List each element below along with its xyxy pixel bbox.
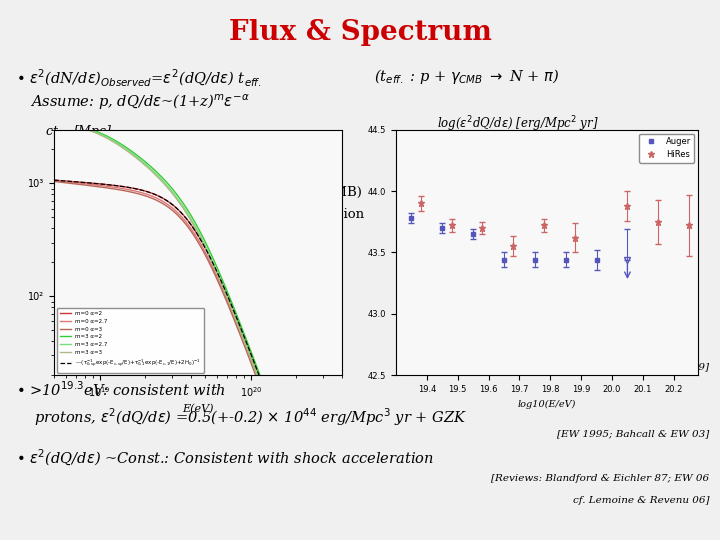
m=3 α=3 — [64, 123, 73, 129]
m=0 α=2 — [314, 530, 323, 537]
---(τ$_{0,sp}^{-1}$exp(-E$_{c,sp}$/E)+τ$_{0,1}^{-1}$exp(-E$_{c,1}$/E)+2H$_0$)$^{-1}$ — [64, 178, 73, 185]
m=3 α=3 — [264, 403, 273, 410]
Text: Flux & Spectrum: Flux & Spectrum — [228, 19, 492, 46]
X-axis label: E(eV): E(eV) — [182, 404, 214, 415]
Text: • $\varepsilon^2$(dN/d$\varepsilon$)$_{Observed}$=$\varepsilon^2$(dQ/d$\varepsil: • $\varepsilon^2$(dN/d$\varepsilon$)$_{O… — [16, 68, 261, 89]
Text: • >10$^{19.3}$eV: consistent with: • >10$^{19.3}$eV: consistent with — [16, 381, 226, 400]
m=3 α=3 — [315, 539, 323, 540]
Text: [Reviews: Blandford & Eichler 87; EW 06: [Reviews: Blandford & Eichler 87; EW 06 — [491, 474, 709, 483]
---(τ$_{0,sp}^{-1}$exp(-E$_{c,sp}$/E)+τ$_{0,1}^{-1}$exp(-E$_{c,1}$/E)+2H$_0$)$^{-1}$ — [182, 215, 191, 222]
m=3 α=2 — [315, 529, 323, 535]
m=0 α=2.7 — [175, 211, 184, 218]
Line: m=0 α=2: m=0 α=2 — [54, 180, 327, 540]
m=0 α=3 — [64, 180, 73, 186]
Text: (t$_{eff.}$ : p + $\gamma_{CMB}$ $\rightarrow$ N + $\pi$): (t$_{eff.}$ : p + $\gamma_{CMB}$ $\right… — [374, 68, 560, 86]
m=3 α=2 — [182, 205, 191, 212]
m=3 α=2.7 — [50, 122, 58, 128]
m=0 α=2 — [264, 397, 273, 404]
Text: ct$_{eff}$ [Mpc]: ct$_{eff}$ [Mpc] — [45, 123, 112, 139]
---(τ$_{0,sp}^{-1}$exp(-E$_{c,sp}$/E)+τ$_{0,1}^{-1}$exp(-E$_{c,1}$/E)+2H$_0$)$^{-1}$ — [315, 531, 323, 537]
Text: • $\varepsilon^2$(dQ/d$\varepsilon$) ~Const.: Consistent with shock acceleration: • $\varepsilon^2$(dQ/d$\varepsilon$) ~Co… — [16, 447, 434, 468]
m=0 α=3 — [182, 222, 191, 228]
m=3 α=2.7 — [315, 535, 323, 540]
Text: log($\varepsilon^2$dQ/d$\varepsilon$) [erg/Mpc$^2$ yr]: log($\varepsilon^2$dQ/d$\varepsilon$) [e… — [438, 114, 599, 134]
Text: cf. Lemoine & Revenu 06]: cf. Lemoine & Revenu 06] — [572, 496, 709, 505]
m=0 α=3 — [264, 407, 273, 413]
m=3 α=2 — [175, 195, 184, 201]
m=0 α=2 — [182, 215, 191, 222]
m=3 α=2.7 — [175, 198, 184, 204]
m=0 α=2.7 — [264, 403, 273, 410]
---(τ$_{0,sp}^{-1}$exp(-E$_{c,sp}$/E)+τ$_{0,1}^{-1}$exp(-E$_{c,1}$/E)+2H$_0$)$^{-1}$ — [264, 397, 273, 404]
m=0 α=2 — [50, 177, 58, 184]
m=3 α=2.7 — [264, 401, 273, 407]
m=0 α=2.7 — [315, 538, 323, 540]
Text: Assume: p, dQ/d$\varepsilon$~(1+z)$^m$$\varepsilon^{-\alpha}$: Assume: p, dQ/d$\varepsilon$~(1+z)$^m$$\… — [30, 93, 250, 112]
m=3 α=2.7 — [56, 122, 65, 128]
Text: GZK (CMB): GZK (CMB) — [284, 186, 362, 199]
m=0 α=2.7 — [64, 179, 73, 185]
m=3 α=2 — [264, 395, 273, 402]
Line: m=3 α=2.7: m=3 α=2.7 — [54, 125, 327, 540]
Text: [EW 1995; Bahcall & EW 03]: [EW 1995; Bahcall & EW 03] — [557, 429, 709, 438]
---(τ$_{0,sp}^{-1}$exp(-E$_{c,sp}$/E)+τ$_{0,1}^{-1}$exp(-E$_{c,1}$/E)+2H$_0$)$^{-1}$ — [175, 208, 184, 214]
Text: [Katz & EW 09]: [Katz & EW 09] — [627, 362, 709, 371]
Text: suppression: suppression — [284, 208, 364, 221]
Line: ---(τ$_{0,sp}^{-1}$exp(-E$_{c,sp}$/E)+τ$_{0,1}^{-1}$exp(-E$_{c,1}$/E)+2H$_0$)$^{-1}$: ---(τ$_{0,sp}^{-1}$exp(-E$_{c,sp}$/E)+τ$… — [54, 180, 327, 540]
m=0 α=2.7 — [182, 219, 191, 226]
Legend: m=0 α=2, m=0 α=2.7, m=0 α=3, m=3 α=2, m=3 α=2.7, m=3 α=3, ---(τ$_{0,sp}^{-1}$exp: m=0 α=2, m=0 α=2.7, m=0 α=3, m=3 α=2, m=… — [57, 308, 204, 373]
m=3 α=2.7 — [182, 208, 191, 215]
Line: m=3 α=3: m=3 α=3 — [54, 125, 327, 540]
m=0 α=3 — [175, 214, 184, 220]
m=0 α=2 — [175, 207, 184, 214]
m=3 α=3 — [55, 122, 63, 129]
m=3 α=3 — [182, 211, 191, 217]
m=3 α=2 — [58, 122, 67, 128]
---(τ$_{0,sp}^{-1}$exp(-E$_{c,sp}$/E)+τ$_{0,1}^{-1}$exp(-E$_{c,1}$/E)+2H$_0$)$^{-1}$ — [314, 530, 323, 537]
Text: protons, $\varepsilon^2$(dQ/d$\varepsilon$) =0.5(+-0.2) $\times$ 10$^{44}$ erg/M: protons, $\varepsilon^2$(dQ/d$\varepsilo… — [34, 406, 467, 428]
m=3 α=3 — [50, 122, 58, 129]
m=3 α=2.7 — [315, 536, 323, 540]
Legend: Auger, HiRes: Auger, HiRes — [639, 134, 694, 163]
X-axis label: log10(E/eV): log10(E/eV) — [518, 400, 577, 409]
m=3 α=2 — [50, 122, 58, 129]
m=0 α=2.7 — [314, 538, 323, 540]
m=3 α=2 — [64, 122, 73, 128]
m=0 α=2 — [64, 178, 73, 185]
Line: m=0 α=3: m=0 α=3 — [54, 181, 327, 540]
m=0 α=3 — [50, 178, 58, 185]
m=3 α=2.7 — [64, 122, 73, 129]
---(τ$_{0,sp}^{-1}$exp(-E$_{c,sp}$/E)+τ$_{0,1}^{-1}$exp(-E$_{c,1}$/E)+2H$_0$)$^{-1}$ — [50, 177, 58, 184]
m=3 α=3 — [175, 200, 184, 206]
m=0 α=2 — [315, 531, 323, 537]
m=0 α=2.7 — [50, 177, 58, 184]
Line: m=0 α=2.7: m=0 α=2.7 — [54, 180, 327, 540]
m=3 α=2 — [315, 529, 323, 535]
Line: m=3 α=2: m=3 α=2 — [54, 125, 327, 540]
m=3 α=3 — [315, 538, 323, 540]
